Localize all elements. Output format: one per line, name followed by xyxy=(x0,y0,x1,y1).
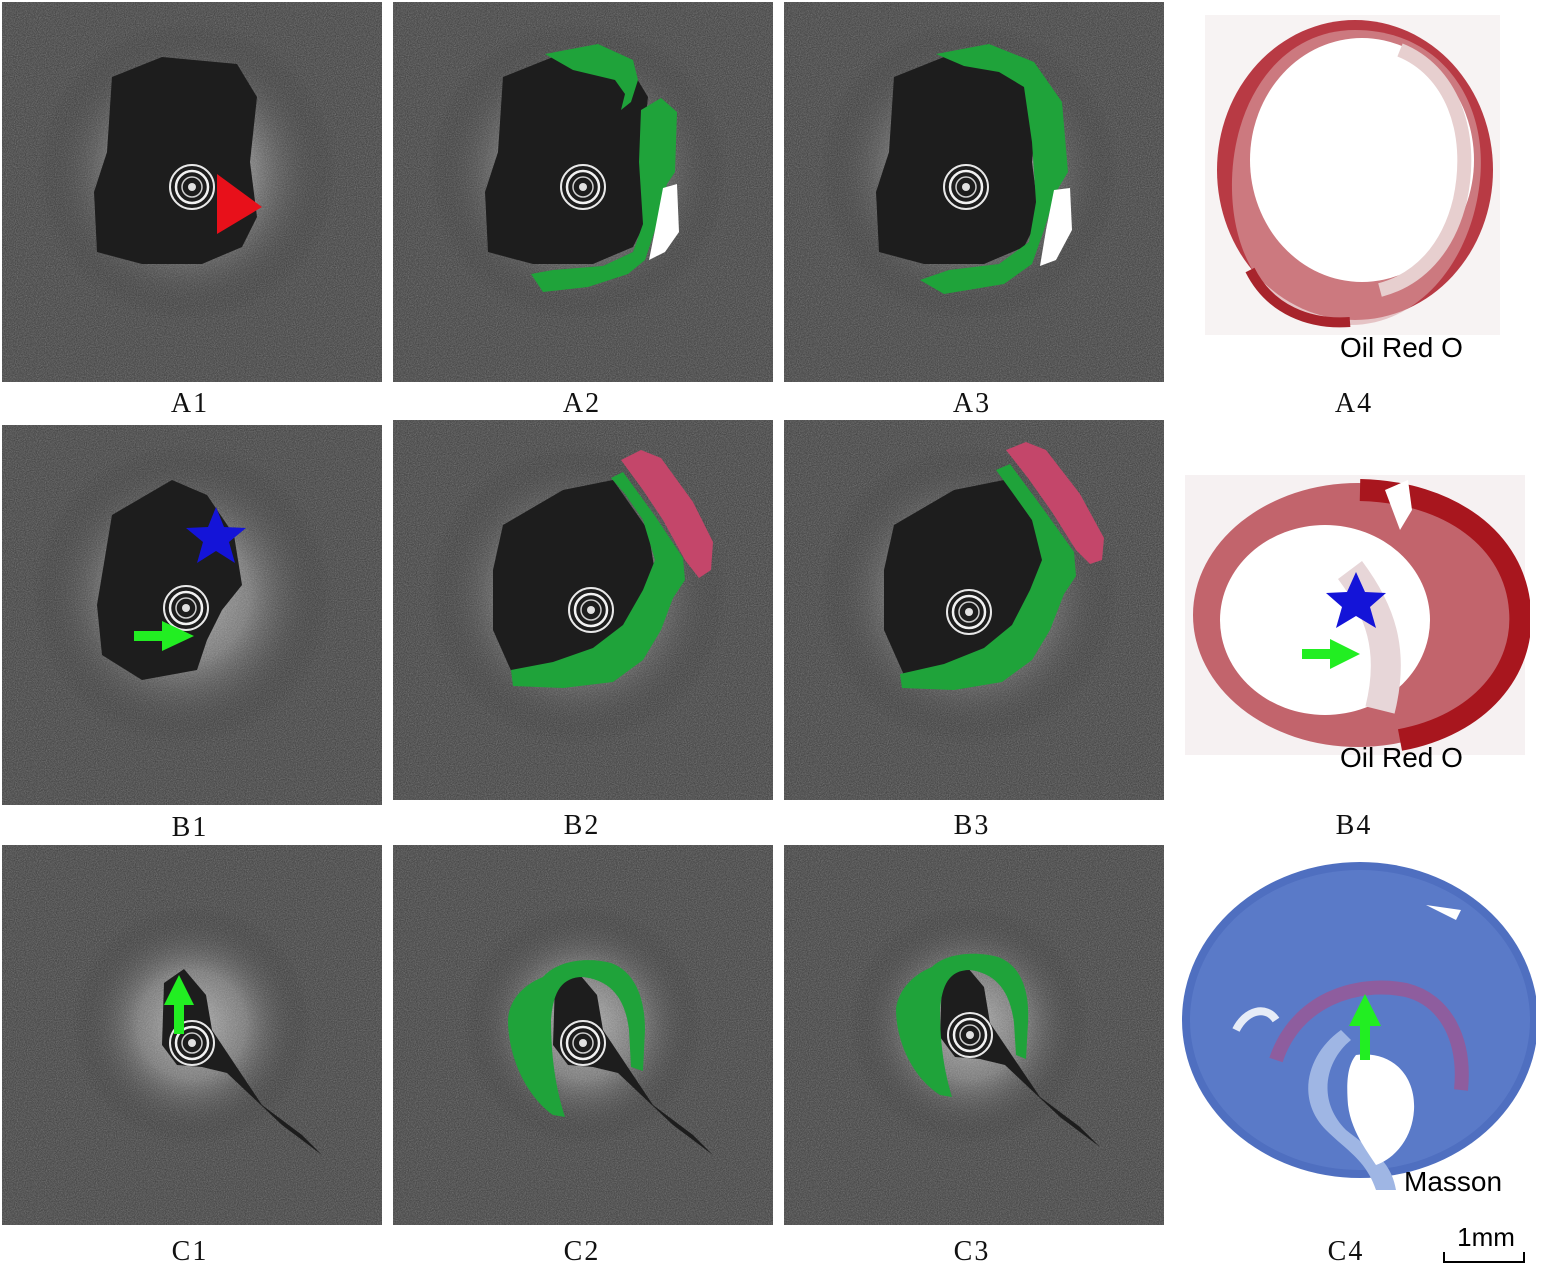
oct-image-a3 xyxy=(784,2,1164,382)
oct-image-a2 xyxy=(393,2,773,382)
panel-label-a2: A2 xyxy=(562,388,602,419)
panel-c2 xyxy=(393,845,773,1225)
calcium-annotation xyxy=(649,184,679,260)
oct-image-b2 xyxy=(393,420,773,800)
oct-image-c2 xyxy=(393,845,773,1225)
scale-bar xyxy=(1443,1252,1525,1263)
calcium-annotation xyxy=(1040,188,1072,266)
oct-image-b3 xyxy=(784,420,1164,800)
oct-image-a1 xyxy=(2,2,382,382)
panel-label-c1: C1 xyxy=(171,1236,209,1267)
histology-image-a4 xyxy=(1205,15,1500,335)
panel-b2 xyxy=(393,420,773,800)
fibrous-annotation xyxy=(900,464,1076,690)
panel-label-a4: A4 xyxy=(1334,388,1374,419)
fibrous-annotation xyxy=(896,953,1029,1097)
panel-c1 xyxy=(2,845,382,1225)
lipid-annotation xyxy=(621,450,713,578)
green-arrow-marker xyxy=(134,621,194,651)
blue-star-marker xyxy=(1326,572,1386,628)
panel-label-c2: C2 xyxy=(563,1236,601,1267)
panel-label-a1: A1 xyxy=(170,388,210,419)
oct-image-c3 xyxy=(784,845,1164,1225)
panel-b4 xyxy=(1180,470,1530,760)
fibrous-annotation xyxy=(511,472,685,688)
fibrous-annotation xyxy=(920,44,1068,294)
stain-label-c4: Masson xyxy=(1404,1166,1503,1197)
panel-a2 xyxy=(393,2,773,382)
histology-image-b4 xyxy=(1185,475,1530,755)
panel-label-b1: B1 xyxy=(171,812,209,843)
panel-label-c3: C3 xyxy=(953,1236,991,1267)
red-arrowhead-marker xyxy=(217,174,262,234)
green-arrow-marker xyxy=(1349,994,1381,1060)
fibrous-annotation xyxy=(531,98,677,292)
panel-a4 xyxy=(1190,10,1520,340)
panel-c4 xyxy=(1176,860,1536,1200)
histology-image-c4 xyxy=(1182,862,1536,1190)
panel-a3 xyxy=(784,2,1164,382)
stain-label-b4: Oil Red O xyxy=(1340,742,1463,773)
stain-label-a4: Oil Red O xyxy=(1340,332,1463,363)
fibrous-annotation xyxy=(508,960,645,1117)
panel-b3 xyxy=(784,420,1164,800)
fibrous-annotation xyxy=(545,44,638,110)
panel-label-b4: B4 xyxy=(1335,810,1373,841)
panel-b1 xyxy=(2,425,382,805)
lipid-annotation xyxy=(1006,442,1104,564)
panel-a1 xyxy=(2,2,382,382)
panel-label-a3: A3 xyxy=(952,388,992,419)
panel-label-c4: C4 xyxy=(1327,1236,1365,1267)
panel-c3 xyxy=(784,845,1164,1225)
oct-image-b1 xyxy=(2,425,382,805)
panel-label-b3: B3 xyxy=(953,810,991,841)
blue-star-marker xyxy=(186,507,246,563)
green-arrow-marker xyxy=(164,975,194,1034)
green-arrow-marker xyxy=(1302,639,1360,669)
panel-label-b2: B2 xyxy=(563,810,601,841)
scale-bar-label: 1mm xyxy=(1457,1222,1515,1252)
oct-image-c1 xyxy=(2,845,382,1225)
